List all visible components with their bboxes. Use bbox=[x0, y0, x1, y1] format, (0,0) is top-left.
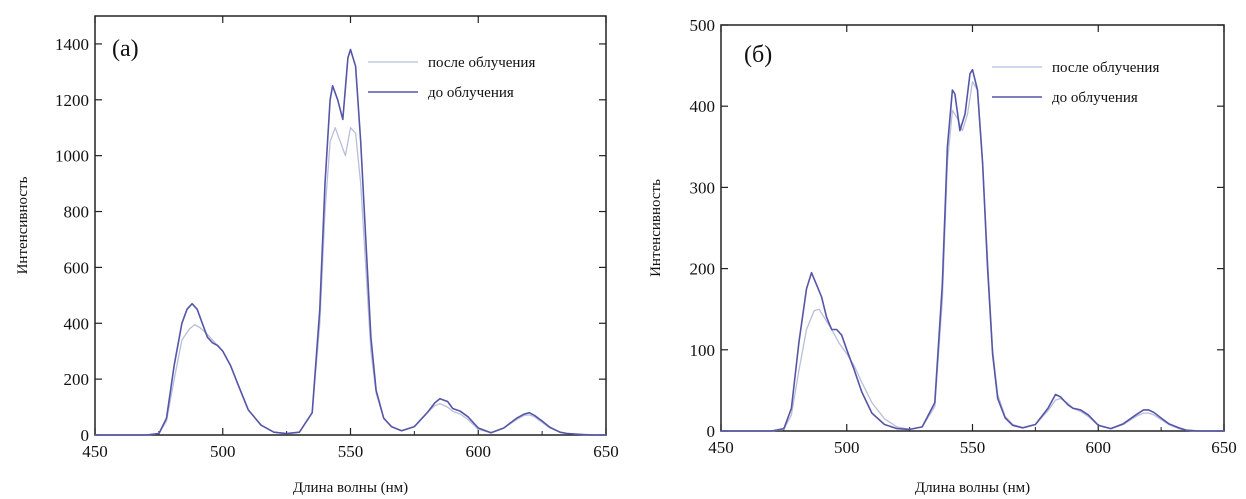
panel-1-x-tick-label-600: 600 bbox=[466, 442, 492, 461]
panel-2-y-tick-label-500: 500 bbox=[690, 16, 716, 35]
panel-1-y-tick-label-1000: 1000 bbox=[55, 147, 89, 166]
panel-1-y-tick-label-400: 400 bbox=[64, 314, 90, 333]
panel-1-x-tick-label-550: 550 bbox=[338, 442, 364, 461]
panel-2-y-axis-title: Интенсивность bbox=[648, 179, 664, 277]
panel-2-legend-label-before: до облучения bbox=[1052, 90, 1138, 106]
panel-1-series-line-before-irradiation bbox=[95, 48, 606, 436]
panel-2-y-tick-label-300: 300 bbox=[690, 178, 716, 197]
panel-1-x-tick-label-650: 650 bbox=[593, 442, 619, 461]
panel-2-series-line-before-irradiation bbox=[721, 68, 1224, 432]
panel-1-legend-label-before: до облучения bbox=[428, 85, 514, 101]
panel-1-x-tick-label-450: 450 bbox=[82, 442, 108, 461]
panel-2-y-tick-label-0: 0 bbox=[707, 422, 716, 441]
panel-2-x-axis-title: Длина волны (нм) bbox=[915, 480, 1030, 496]
panel-1-y-tick-label-800: 800 bbox=[64, 203, 90, 222]
panel-2-panel-label: (б) bbox=[744, 42, 772, 68]
panel-1-x-axis-title: Длина волны (нм) bbox=[293, 480, 408, 496]
panel-2-x-tick-label-650: 650 bbox=[1211, 438, 1237, 457]
panel-2-x-tick-label-550: 550 bbox=[960, 438, 986, 457]
panel-2-series-line-after-irradiation bbox=[721, 81, 1224, 432]
panel-1-y-tick-label-200: 200 bbox=[64, 370, 90, 389]
panel-1-y-tick-label-600: 600 bbox=[64, 258, 90, 277]
panel-1-panel-label: (а) bbox=[112, 36, 139, 62]
panel-2-x-tick-label-450: 450 bbox=[708, 438, 734, 457]
panel-1-y-tick-label-0: 0 bbox=[81, 426, 90, 445]
panel-2-y-tick-label-200: 200 bbox=[690, 260, 716, 279]
panel-1-series-line-after-irradiation bbox=[95, 127, 606, 436]
panel-1-plot-frame bbox=[94, 15, 607, 436]
panel-2-x-tick-label-500: 500 bbox=[834, 438, 860, 457]
panel-2-y-tick-label-100: 100 bbox=[690, 341, 716, 360]
panel-2-y-tick-label-400: 400 bbox=[690, 97, 716, 116]
panel-2-x-tick-label-600: 600 bbox=[1086, 438, 1112, 457]
panel-1-y-tick-label-1400: 1400 bbox=[55, 35, 89, 54]
panel-2-legend-label-after: после облучения bbox=[1052, 60, 1159, 76]
panel-1-x-tick-label-500: 500 bbox=[210, 442, 236, 461]
panel-1-legend-label-after: после облучения bbox=[428, 55, 535, 71]
panel-1-y-tick-label-1200: 1200 bbox=[55, 91, 89, 110]
panel-1-y-axis-title: Интенсивность bbox=[15, 176, 31, 274]
